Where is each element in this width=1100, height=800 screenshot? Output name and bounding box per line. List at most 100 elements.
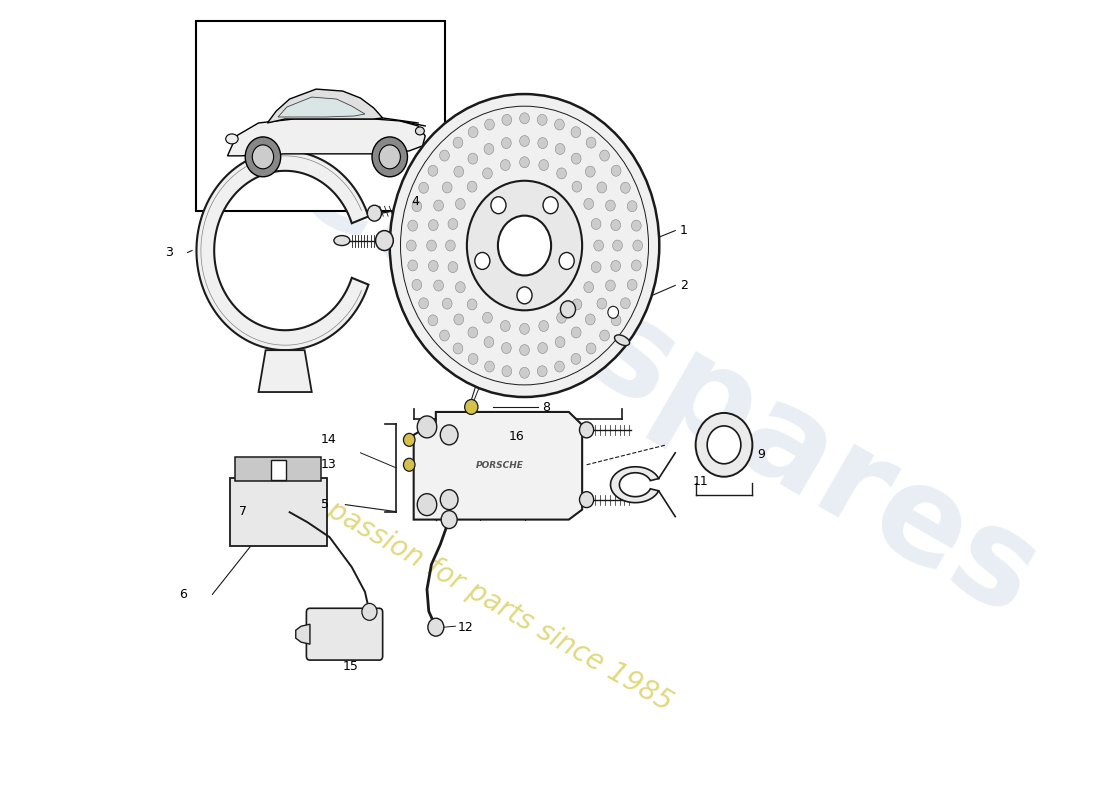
Circle shape [468,181,477,192]
Circle shape [610,261,620,271]
Text: a passion for parts since 1985: a passion for parts since 1985 [300,482,678,716]
Circle shape [571,354,581,364]
Circle shape [448,262,458,273]
Circle shape [468,327,477,338]
Text: 9: 9 [758,448,766,462]
Circle shape [484,337,494,347]
Circle shape [502,342,512,354]
Circle shape [559,253,574,270]
Circle shape [519,157,529,168]
Circle shape [417,494,437,515]
Circle shape [556,143,565,154]
Circle shape [379,145,400,169]
Polygon shape [296,624,310,644]
Circle shape [483,168,493,179]
Circle shape [585,314,595,325]
Circle shape [469,354,478,364]
Polygon shape [197,151,368,350]
Circle shape [613,240,623,251]
Circle shape [572,181,582,192]
Circle shape [620,182,630,194]
Circle shape [600,330,609,341]
Circle shape [538,138,548,149]
Circle shape [454,314,463,325]
Circle shape [375,230,394,250]
Circle shape [502,366,512,377]
Circle shape [586,343,596,354]
Circle shape [620,298,630,309]
Text: 13: 13 [320,458,337,471]
Circle shape [571,126,581,138]
Circle shape [519,345,529,355]
Circle shape [475,253,490,270]
Text: 5: 5 [320,498,329,511]
Circle shape [441,510,458,529]
Circle shape [500,321,510,331]
Circle shape [631,260,641,271]
Circle shape [612,166,621,176]
Text: 3: 3 [165,246,174,259]
Text: 16: 16 [509,430,525,443]
Text: 11: 11 [693,475,708,488]
Circle shape [519,135,529,146]
Circle shape [428,261,438,271]
Text: 14: 14 [320,434,337,446]
Circle shape [585,166,595,177]
Circle shape [428,315,438,326]
Text: 7: 7 [239,505,248,518]
Circle shape [571,153,581,164]
Circle shape [468,153,477,164]
Circle shape [404,458,415,471]
Circle shape [571,327,581,338]
Circle shape [417,416,437,438]
Circle shape [466,181,582,310]
Circle shape [404,434,415,446]
Circle shape [389,94,659,397]
Circle shape [455,198,465,210]
Circle shape [362,603,377,620]
Circle shape [608,306,618,318]
Circle shape [554,361,564,372]
Circle shape [600,150,609,161]
Circle shape [584,198,594,210]
Circle shape [408,220,418,231]
Circle shape [448,218,458,230]
Text: 2: 2 [680,279,688,292]
Text: 8: 8 [542,402,550,414]
Circle shape [572,299,582,310]
Circle shape [543,197,558,214]
Circle shape [440,150,449,161]
FancyBboxPatch shape [235,457,321,481]
Circle shape [372,137,407,177]
Circle shape [557,312,566,323]
Circle shape [498,216,551,275]
Circle shape [612,315,621,326]
FancyBboxPatch shape [230,478,327,546]
Ellipse shape [416,127,425,135]
Circle shape [419,182,429,194]
Text: PORSCHE: PORSCHE [476,462,524,470]
Circle shape [442,298,452,309]
Circle shape [455,282,465,293]
Circle shape [591,262,601,273]
Text: eurospares: eurospares [273,117,1059,644]
Circle shape [412,201,421,212]
Text: 15: 15 [343,659,359,673]
Text: 6: 6 [178,588,187,601]
Circle shape [491,197,506,214]
Circle shape [627,279,637,290]
Circle shape [442,182,452,193]
Circle shape [502,138,512,149]
Circle shape [406,240,416,251]
Circle shape [539,321,549,331]
Circle shape [428,220,438,230]
Circle shape [367,206,382,221]
Circle shape [632,240,642,251]
Circle shape [631,220,641,231]
Circle shape [440,330,449,341]
Circle shape [440,490,458,510]
Text: 1: 1 [680,224,688,237]
Circle shape [580,492,594,508]
Circle shape [485,119,494,130]
Circle shape [428,166,438,176]
